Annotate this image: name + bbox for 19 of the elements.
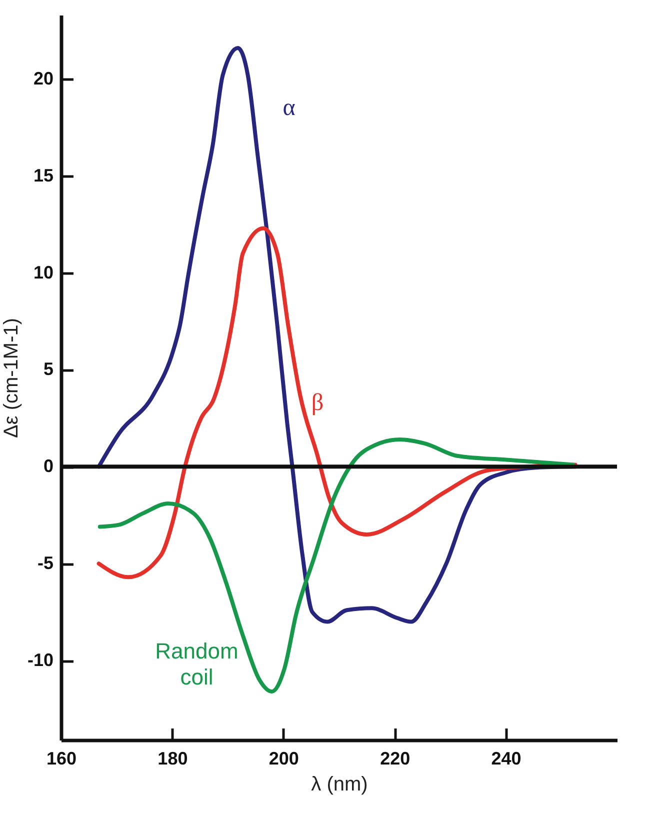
y-tick-label: 0 [43,456,54,476]
series-label: β [311,390,324,416]
x-tick-label: 200 [268,748,299,768]
y-axis-title: Δε (cm-1M-1) [0,318,22,438]
series-label: Random coil [155,638,238,690]
y-tick-label: 15 [33,165,54,186]
series-label: α [282,94,296,121]
x-tick-label: 160 [46,748,77,768]
x-tick-label: 220 [380,748,410,768]
line-series [96,226,578,580]
y-tick-label: -10 [27,650,54,670]
y-tick-label: 10 [33,262,54,282]
y-tick-label: 20 [33,68,54,88]
line-series [98,438,576,694]
y-tick-label: 5 [43,359,54,380]
y-tick-label: -5 [37,553,54,574]
x-tick-label: 240 [491,748,522,768]
x-tick-label: 180 [158,748,188,768]
x-axis-title: λ (nm) [311,774,368,796]
